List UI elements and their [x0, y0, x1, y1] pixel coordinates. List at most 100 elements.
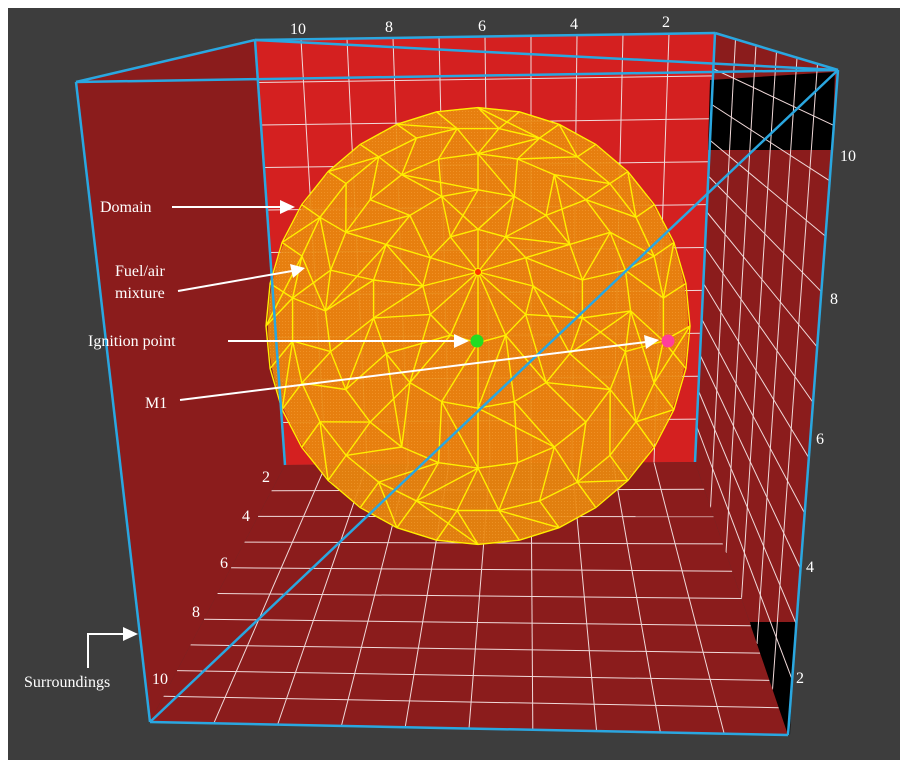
- mesh-edge: [415, 462, 440, 502]
- right-grid-line: [706, 211, 818, 348]
- label-ignition-point: Ignition point: [88, 333, 176, 350]
- mesh-edge: [441, 401, 479, 469]
- mesh-edge: [378, 156, 403, 176]
- mesh-edge: [327, 171, 347, 185]
- mesh-edge: [576, 422, 587, 483]
- mesh-edge: [415, 500, 479, 545]
- right-grid-line: [707, 175, 822, 293]
- floor-grid: [163, 462, 779, 734]
- mesh-edge: [635, 408, 675, 423]
- mesh-edge: [373, 279, 423, 287]
- mesh-edge: [369, 382, 411, 423]
- right-tick-label: 6: [816, 431, 824, 448]
- mesh-edge: [576, 481, 597, 509]
- mesh-edge: [513, 158, 519, 197]
- mesh-edge: [517, 156, 578, 160]
- mesh-edge: [477, 236, 507, 273]
- top-tick-label: 10: [290, 21, 306, 38]
- mesh-edge: [324, 243, 387, 312]
- mesh-edge: [539, 500, 560, 529]
- mesh-edge: [373, 285, 424, 319]
- mesh-edge: [477, 257, 526, 273]
- label-fuel-air-line1: Fuel/air: [115, 263, 165, 280]
- mesh-edge: [477, 271, 507, 336]
- mesh-edge: [624, 351, 637, 422]
- mesh-edge: [525, 243, 571, 259]
- mesh-edge: [545, 199, 587, 217]
- mesh-edge: [585, 183, 611, 201]
- mesh-edge: [437, 401, 443, 463]
- mesh-edge: [625, 340, 664, 353]
- mesh-edge: [635, 204, 655, 218]
- mesh-edge: [554, 174, 611, 185]
- back-grid-line: [257, 75, 714, 83]
- mesh-edge: [281, 241, 303, 257]
- top-tick-label: 6: [478, 18, 486, 35]
- mesh-edge: [553, 446, 578, 483]
- mesh-edge: [477, 106, 540, 139]
- mesh-edge: [635, 421, 655, 448]
- mesh-edge: [477, 137, 540, 155]
- right-grid-line: [713, 68, 835, 126]
- mesh-edge: [653, 382, 675, 411]
- mesh-edge: [653, 325, 691, 384]
- floor-tick-label: 2: [262, 469, 270, 486]
- label-fuel-air-line2: mixture: [115, 285, 165, 302]
- mesh-edge: [585, 199, 637, 218]
- mesh-edge: [477, 107, 500, 130]
- mesh-edge: [505, 214, 547, 238]
- mesh-edge: [327, 156, 379, 173]
- mesh-edge: [385, 243, 431, 259]
- right-grid-line: [699, 354, 801, 569]
- mesh-edge: [630, 310, 664, 342]
- mesh-edge: [281, 216, 321, 243]
- mesh-edge: [281, 382, 303, 411]
- mesh-edge: [330, 317, 375, 353]
- mesh-edge: [345, 353, 387, 391]
- mesh-edge: [292, 269, 332, 299]
- mesh-edge: [513, 401, 519, 463]
- top-tick-label: 4: [570, 16, 578, 33]
- mesh-edge: [345, 446, 402, 457]
- mesh-edge: [532, 285, 583, 319]
- mesh-edge: [545, 174, 555, 216]
- right-grid-line: [704, 247, 814, 403]
- mesh-edge: [504, 335, 515, 402]
- right-grid-line: [701, 318, 806, 514]
- top-tick-label: 2: [662, 14, 670, 31]
- mesh-edge: [292, 340, 331, 353]
- mesh-edge: [345, 317, 375, 390]
- mesh-edge: [378, 462, 439, 483]
- mesh-edge: [477, 153, 515, 197]
- mesh-edge: [401, 174, 443, 198]
- top-tick-label: 8: [385, 19, 393, 36]
- mesh-edge: [532, 285, 571, 354]
- mesh-edge: [569, 353, 611, 391]
- mesh-edge: [662, 242, 675, 299]
- sphere-mesh: [265, 106, 691, 546]
- mesh-edge: [609, 389, 637, 423]
- right-grid-line: [702, 282, 810, 459]
- mesh-edge: [456, 467, 479, 511]
- mesh-edge: [330, 269, 374, 281]
- mesh-edge: [301, 204, 321, 218]
- mesh-edge: [441, 196, 452, 238]
- mesh-edge: [477, 128, 500, 155]
- mesh-edge: [281, 340, 294, 410]
- right-grid-line: [697, 390, 797, 625]
- mesh-edge: [581, 231, 611, 281]
- m1-point-marker: [661, 334, 675, 348]
- sphere-pole-marker: [474, 268, 482, 276]
- mesh-edge: [401, 137, 418, 175]
- mesh-edge: [369, 199, 411, 217]
- mesh-edge: [609, 171, 629, 185]
- mesh-edge: [437, 158, 443, 197]
- mesh-edge: [409, 215, 431, 259]
- mesh-edge: [477, 334, 507, 409]
- mesh-edge: [582, 310, 631, 319]
- mesh-edge: [576, 143, 597, 158]
- mesh-edge: [441, 342, 479, 402]
- mesh-edge: [319, 216, 347, 233]
- mesh-edge: [319, 421, 329, 481]
